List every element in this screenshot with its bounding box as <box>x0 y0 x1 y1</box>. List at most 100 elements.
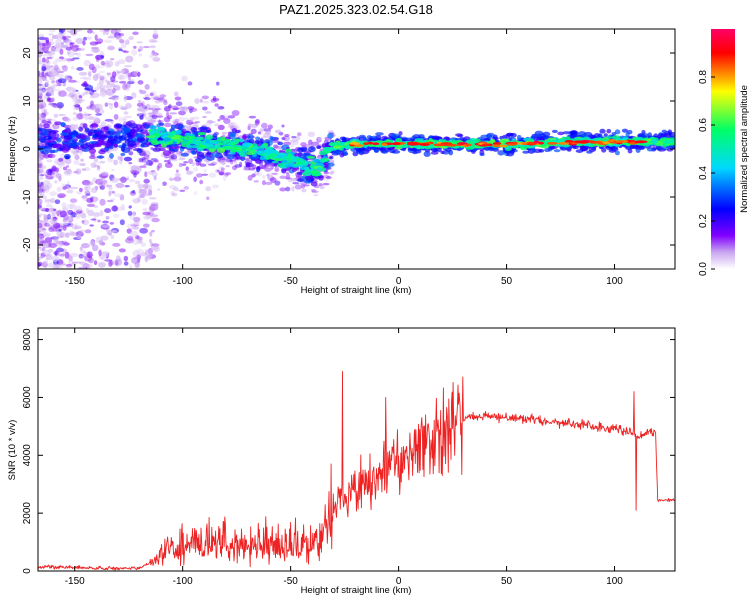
spectrogram-blob <box>316 145 322 150</box>
spectrogram-blob <box>341 137 347 142</box>
spectrogram-blob <box>316 167 322 171</box>
spectrogram-blob <box>148 107 154 110</box>
x-tick-label: -150 <box>65 576 85 587</box>
spectrogram-blob <box>144 255 149 263</box>
spectrogram-blob <box>299 166 310 171</box>
spectrogram-blob <box>210 98 217 103</box>
spectrogram-blob <box>327 132 334 139</box>
spectrogram-blob <box>38 175 44 181</box>
spectrogram-blob <box>100 55 105 59</box>
spectrogram-blob <box>530 135 536 140</box>
spectrogram-blob <box>259 145 267 149</box>
spectrogram-blob <box>149 231 153 237</box>
spectrogram-blob <box>114 61 120 67</box>
spectrogram-blob <box>140 105 146 109</box>
spectrogram-blob <box>163 132 168 138</box>
spectrogram-blob <box>171 148 179 152</box>
spectrogram-blob <box>54 58 63 63</box>
spectrogram-blob <box>207 163 216 166</box>
spectrogram-blob <box>117 75 123 80</box>
spectrogram-blob <box>64 155 70 160</box>
spectrogram-blob <box>45 37 50 44</box>
y-tick-label: 4000 <box>22 444 33 467</box>
spectrogram-blob <box>66 263 73 268</box>
spectrogram-blob <box>41 71 45 77</box>
spectrogram-blob <box>206 156 215 161</box>
spectrogram-blob <box>163 116 171 123</box>
spectrogram-blob <box>38 76 46 80</box>
spectrogram-blob <box>281 136 286 141</box>
spectrogram-blob <box>78 163 86 167</box>
spectrogram-blob <box>103 39 113 44</box>
spectrogram-blob <box>281 124 285 128</box>
spectrogram-blob <box>41 54 50 57</box>
spectrogram-blob <box>263 132 271 138</box>
spectrogram-blob <box>170 154 178 160</box>
spectrogram-blob <box>307 146 316 153</box>
spectrogram-blob <box>657 134 665 138</box>
spectrogram-blob <box>131 92 137 99</box>
spectrogram-blob <box>295 135 301 141</box>
spectrogram-blob <box>154 108 162 111</box>
spectrogram-blob <box>112 242 121 247</box>
spectrogram-blob <box>123 156 133 162</box>
spectrogram-blob <box>92 116 99 122</box>
spectrogram-blob <box>311 188 316 192</box>
spectrogram-blob <box>128 205 132 209</box>
spectrogram-blob <box>151 140 159 146</box>
spectrogram-blob <box>58 157 64 162</box>
spectrogram-blob <box>151 230 155 233</box>
spectrogram-blob <box>91 89 97 92</box>
spectrogram-blob <box>129 230 139 238</box>
spectrogram-blob <box>127 210 133 216</box>
spectrogram-blob <box>231 110 240 117</box>
spectrogram-blob <box>562 131 571 135</box>
spectrogram-blob <box>47 102 53 106</box>
y-tick-label: 6000 <box>22 386 33 409</box>
spectrogram-blob <box>89 155 96 160</box>
colorbar-tick-label: 0.0 <box>698 262 709 276</box>
spectrogram-blob <box>464 143 472 147</box>
spectrogram-blob <box>142 159 149 163</box>
spectrogram-blob <box>69 252 79 257</box>
spectrogram-blob <box>220 167 225 171</box>
spectrogram-blob <box>89 41 99 46</box>
spectrogram-blob <box>225 165 230 168</box>
spectrogram-blob <box>50 171 59 178</box>
spectrogram-blob <box>202 100 210 104</box>
snr-plot-area <box>38 328 675 571</box>
spectrogram-blob <box>39 193 44 197</box>
spectrogram-blob <box>57 263 67 266</box>
spectrogram-blob <box>82 40 86 46</box>
spectrogram-blob <box>163 100 168 106</box>
spectrogram-blob <box>137 236 143 241</box>
spectrogram-blob <box>305 143 311 148</box>
spectrogram-blob <box>38 246 42 249</box>
spectrogram-blob <box>81 262 87 269</box>
spectrogram-blob <box>268 153 277 158</box>
spectrogram-blob <box>38 105 41 110</box>
spectrogram-blob <box>311 173 320 177</box>
spectrogram-blob <box>551 129 558 134</box>
spectrogram-blob <box>299 160 306 165</box>
spectrogram-blob <box>73 159 80 165</box>
spectrogram-blob <box>94 133 99 137</box>
spectrogram-blob <box>74 186 79 190</box>
spectrogram-blob <box>363 142 370 146</box>
spectrogram-blob <box>193 191 198 196</box>
spectrogram-blob <box>157 188 161 191</box>
spectrogram-blob <box>69 198 78 203</box>
spectrogram-blob <box>64 74 68 78</box>
spectrogram-blob <box>42 242 49 248</box>
spectrogram-blob <box>122 127 131 132</box>
x-tick-label: -100 <box>173 576 193 587</box>
spectrogram-blob <box>141 198 148 205</box>
spectrogram-blob <box>129 79 135 82</box>
snr-y-ticks: 0 2000 4000 6000 8000 <box>22 328 675 574</box>
spectrogram-blob <box>599 128 606 134</box>
spectrogram-blob <box>95 73 101 78</box>
spectrogram-blob <box>273 158 283 161</box>
spectrogram-blob <box>56 253 66 256</box>
spectrogram-blob <box>42 195 48 200</box>
spectrogram-blob <box>51 165 57 173</box>
